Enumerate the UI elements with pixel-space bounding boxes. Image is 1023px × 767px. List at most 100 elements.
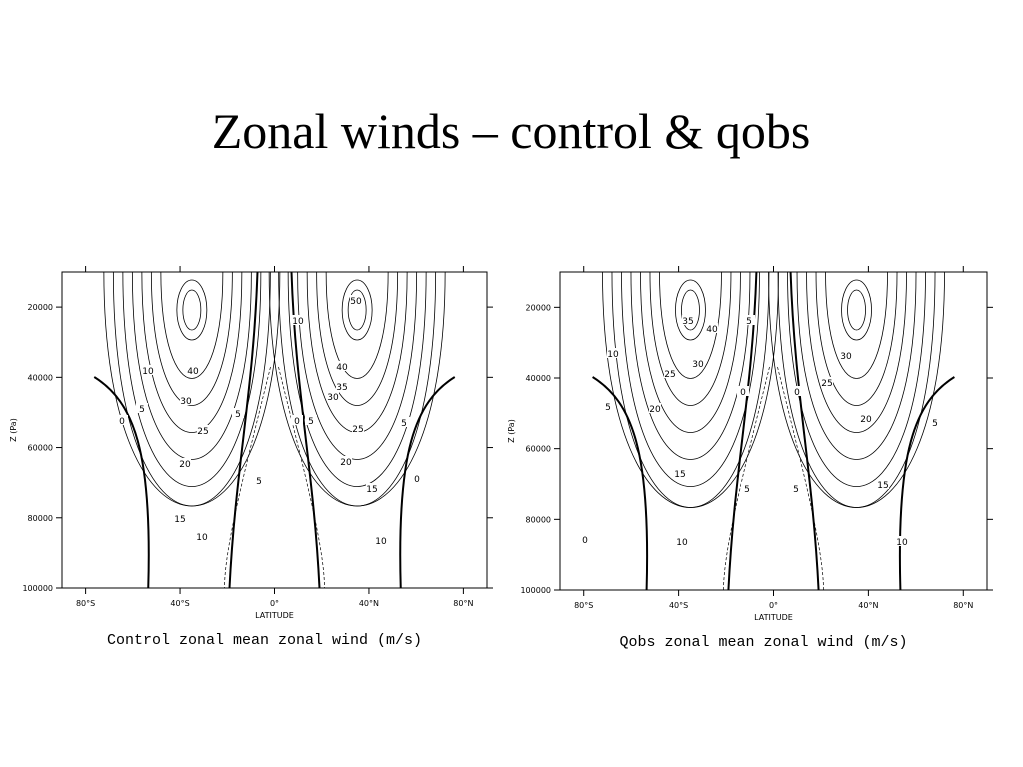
label-bg — [929, 417, 941, 427]
label-bg — [375, 535, 387, 545]
contour-line — [796, 271, 917, 460]
label-bg — [877, 479, 889, 489]
label-bg — [791, 386, 803, 396]
contour-line — [847, 289, 866, 331]
contour-label: 40 — [706, 325, 718, 335]
label-bg — [116, 415, 128, 425]
label-bg — [743, 315, 755, 325]
y-tick-label: 100000 — [22, 584, 53, 593]
x-tick-label: 40°N — [359, 599, 379, 608]
contour-label: 25 — [664, 370, 675, 380]
contour-line — [160, 271, 224, 379]
contour-label: 10 — [896, 538, 908, 548]
contour-label: 10 — [142, 367, 154, 377]
label-bg — [180, 395, 192, 405]
label-bg — [136, 403, 148, 413]
slide-title: Zonal winds – control & qobs — [212, 103, 811, 159]
contour-line — [112, 271, 271, 507]
label-bg — [336, 361, 348, 371]
contour-label: 10 — [196, 533, 208, 543]
contour-label: 5 — [401, 419, 407, 429]
label-bg — [649, 403, 661, 413]
contour-label: 0 — [582, 536, 588, 546]
contour-line — [150, 271, 233, 406]
contour-label: 5 — [746, 317, 752, 327]
label-bg — [602, 401, 614, 411]
contour-label: 30 — [180, 397, 192, 407]
label-bg — [196, 531, 208, 541]
contour-label: 20 — [340, 458, 352, 468]
contour-line — [122, 271, 262, 487]
contour-line — [176, 279, 208, 341]
contour-line — [347, 289, 367, 331]
contour-line — [278, 271, 437, 507]
contour-label: 40 — [336, 363, 348, 373]
label-bg — [607, 348, 619, 358]
label-bg — [292, 315, 304, 325]
contour-line — [182, 289, 202, 331]
label-bg — [336, 381, 348, 391]
contour-label: 30 — [840, 352, 852, 362]
contour-line — [103, 271, 281, 507]
contour-label: 10 — [292, 317, 304, 327]
label-bg — [741, 483, 753, 493]
chart-caption: Control zonal mean zonal wind (m/s) — [107, 632, 422, 649]
zero-line — [93, 376, 150, 589]
contour-line — [621, 271, 760, 487]
contour-label: 5 — [139, 405, 145, 415]
y-axis-label: Z (Pa) — [9, 418, 18, 442]
label-bg — [305, 415, 317, 425]
x-tick-label: 80°S — [76, 599, 95, 608]
contour-line — [681, 289, 700, 331]
label-bg — [896, 536, 908, 546]
label-bg — [692, 358, 704, 368]
contour-label: 0 — [119, 417, 125, 427]
y-tick-label: 80000 — [526, 515, 551, 524]
contour-label: 15 — [366, 485, 377, 495]
contour-label: 20 — [860, 415, 872, 425]
contour-line — [341, 279, 373, 341]
contour-label: 10 — [607, 350, 619, 360]
contour-label: 15 — [674, 470, 685, 480]
y-tick-label: 40000 — [526, 374, 551, 383]
contour-label: 35 — [682, 317, 693, 327]
chart-caption: Qobs zonal mean zonal wind (m/s) — [619, 634, 907, 651]
contour-label: 50 — [350, 297, 362, 307]
contour-line — [297, 271, 418, 460]
y-axis-label: Z (Pa) — [507, 419, 516, 443]
contour-label: 0 — [740, 388, 746, 398]
plot-frame — [559, 271, 988, 591]
contour-line — [841, 279, 872, 341]
x-tick-label: 80°S — [574, 601, 593, 610]
contour-line — [825, 271, 888, 379]
contour-label: 0 — [414, 475, 420, 485]
contour-label: 10 — [375, 537, 387, 547]
zero-line — [228, 271, 259, 589]
zero-line — [592, 376, 649, 591]
contour-label: 40 — [187, 367, 199, 377]
contour-line — [316, 271, 399, 406]
contour-label: 0 — [794, 388, 800, 398]
y-tick-label: 80000 — [28, 514, 53, 523]
label-bg — [187, 365, 199, 375]
x-tick-label: 40°N — [858, 601, 878, 610]
label-bg — [398, 417, 410, 427]
contour-line — [141, 271, 243, 433]
contour-line — [325, 271, 389, 379]
contour-label: 5 — [744, 485, 750, 495]
label-bg — [340, 456, 352, 466]
contour-label: 25 — [352, 425, 363, 435]
contour-line — [768, 271, 945, 508]
label-bg — [366, 483, 378, 493]
contour-panel: 80°S 40°S 0° 40°N 80°N2000040000600008000010… — [9, 266, 493, 649]
contour-line — [806, 271, 907, 433]
label-bg — [232, 408, 244, 418]
y-tick-label: 60000 — [526, 445, 551, 454]
zero-line — [399, 376, 456, 589]
label-bg — [291, 415, 303, 425]
y-tick-label: 20000 — [526, 303, 551, 312]
x-axis-label: LATITUDE — [754, 613, 793, 622]
label-bg — [352, 423, 364, 433]
contour-label: 5 — [605, 403, 611, 413]
